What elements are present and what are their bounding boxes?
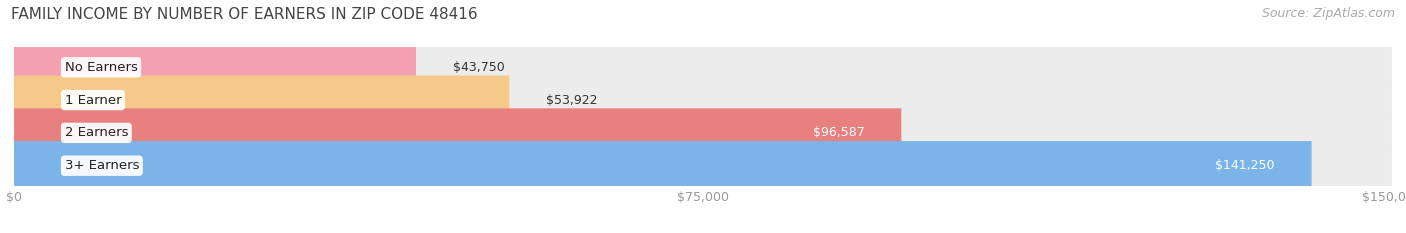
Text: 1 Earner: 1 Earner <box>65 94 121 107</box>
Text: No Earners: No Earners <box>65 61 138 74</box>
FancyBboxPatch shape <box>14 108 1392 158</box>
FancyBboxPatch shape <box>14 43 1392 92</box>
Text: FAMILY INCOME BY NUMBER OF EARNERS IN ZIP CODE 48416: FAMILY INCOME BY NUMBER OF EARNERS IN ZI… <box>11 7 478 22</box>
Text: $141,250: $141,250 <box>1215 159 1275 172</box>
FancyBboxPatch shape <box>14 141 1392 190</box>
Text: $43,750: $43,750 <box>453 61 505 74</box>
FancyBboxPatch shape <box>14 43 416 92</box>
Text: 2 Earners: 2 Earners <box>65 126 128 139</box>
Text: $96,587: $96,587 <box>813 126 865 139</box>
FancyBboxPatch shape <box>14 108 901 158</box>
Text: $53,922: $53,922 <box>546 94 598 107</box>
Text: Source: ZipAtlas.com: Source: ZipAtlas.com <box>1261 7 1395 20</box>
Text: 3+ Earners: 3+ Earners <box>65 159 139 172</box>
FancyBboxPatch shape <box>14 75 1392 125</box>
FancyBboxPatch shape <box>14 75 509 125</box>
FancyBboxPatch shape <box>14 141 1312 190</box>
